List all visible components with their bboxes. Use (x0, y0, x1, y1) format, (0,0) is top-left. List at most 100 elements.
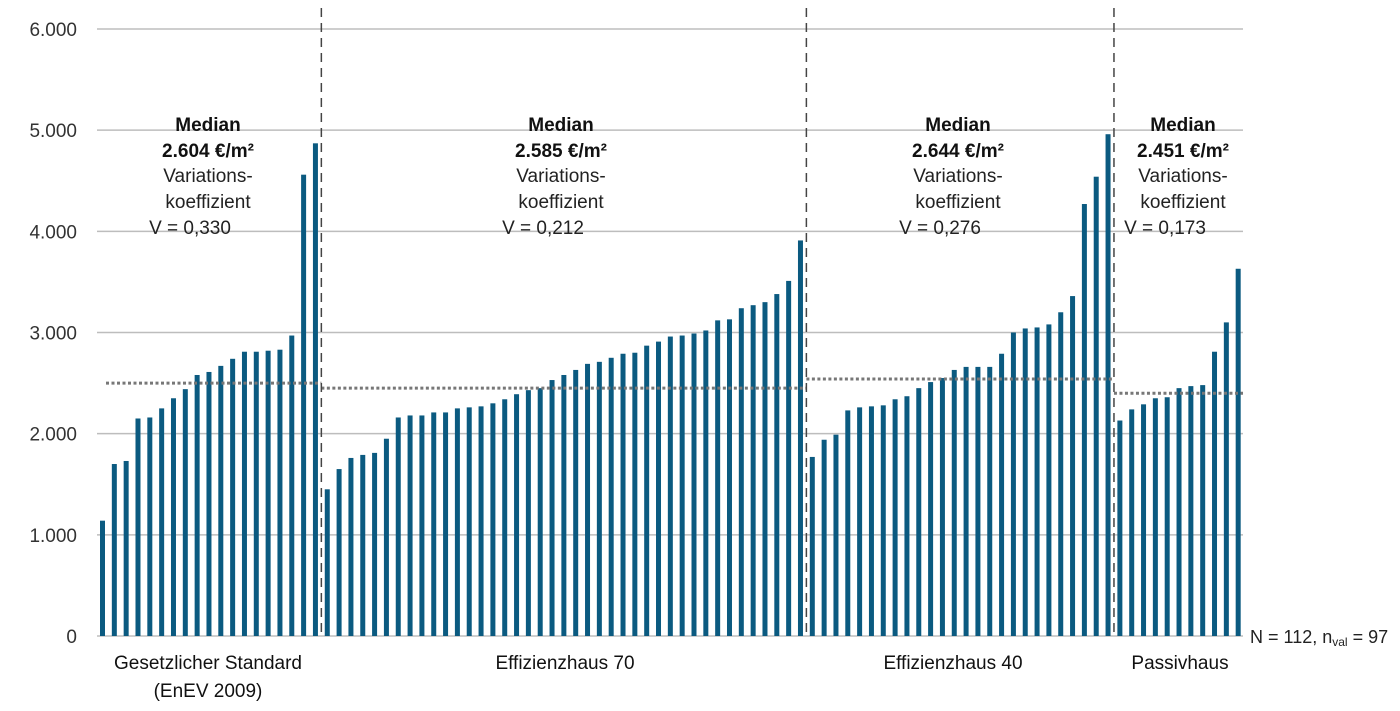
bar (1105, 134, 1111, 637)
category-label: Effizienzhaus 40 (883, 653, 1022, 674)
y-tick-label: 5.000 (29, 121, 77, 142)
bars (100, 134, 1241, 637)
bar (348, 457, 354, 636)
bar (750, 305, 756, 636)
bar (159, 408, 165, 636)
bar (170, 398, 176, 636)
variation-coefficient: V = 0,330 (149, 218, 231, 239)
bar (265, 350, 271, 636)
y-tick-label: 0 (66, 627, 77, 648)
bar (100, 520, 105, 636)
bar (147, 417, 153, 636)
bar (620, 353, 626, 636)
y-tick-label: 1.000 (29, 526, 77, 547)
bar (1081, 204, 1087, 637)
bar (490, 403, 496, 636)
category-label: Effizienzhaus 70 (495, 653, 634, 674)
bar (1200, 385, 1206, 636)
bar (987, 366, 993, 636)
bar (667, 336, 673, 636)
footnote-tail: = 97 (1348, 627, 1389, 647)
variation-coefficient: V = 0,173 (1124, 218, 1206, 239)
annotation-text: koeffizient (518, 192, 604, 213)
y-tick-label: 3.000 (29, 324, 77, 345)
category-label: Gesetzlicher Standard (114, 653, 302, 674)
bar (419, 415, 425, 636)
bar (537, 388, 543, 636)
bar (644, 345, 650, 636)
bar (1058, 312, 1064, 636)
bar (241, 351, 247, 636)
bar (585, 363, 591, 636)
bar (1070, 296, 1076, 636)
bar (360, 454, 366, 636)
category-label: (EnEV 2009) (154, 681, 263, 702)
annotations: Median 2.604 €/m² Variations-koeffizient V … (149, 115, 1229, 239)
bar (762, 302, 768, 636)
bar (715, 320, 721, 636)
bar (1235, 268, 1241, 636)
bar (514, 394, 520, 636)
bar (1034, 327, 1040, 636)
bar (939, 378, 945, 636)
bar (928, 382, 934, 636)
bar (904, 396, 910, 636)
y-tick-label: 6.000 (29, 20, 77, 41)
bar (1176, 388, 1182, 636)
bar (182, 389, 188, 636)
median-label: Median (925, 115, 990, 136)
bar (1129, 409, 1135, 636)
bar (963, 366, 969, 636)
bar (301, 174, 307, 636)
bar (738, 308, 744, 636)
bar (951, 369, 957, 636)
bar (218, 365, 224, 636)
bar (1141, 404, 1147, 636)
annotation-text: Variations- (163, 166, 252, 187)
median-value: 2.644 €/m² (912, 141, 1004, 162)
y-axis-ticks: 0 1.000 2.000 3.000 4.000 5.000 6.000 (29, 20, 77, 648)
bar (916, 388, 922, 636)
bar (1010, 332, 1016, 636)
category-label: Passivhaus (1131, 653, 1228, 674)
bar (809, 456, 815, 636)
bar (502, 399, 508, 636)
annotation-text: koeffizient (1140, 192, 1226, 213)
bar (703, 330, 709, 636)
bar (466, 407, 472, 636)
variation-coefficient: V = 0,276 (899, 218, 981, 239)
bar (383, 438, 389, 636)
y-tick-label: 2.000 (29, 425, 77, 446)
bar (123, 460, 129, 636)
bar (691, 333, 697, 636)
median-value: 2.585 €/m² (515, 141, 607, 162)
bar (395, 417, 401, 636)
bar (1164, 397, 1170, 636)
bar (1117, 420, 1123, 636)
bar (1212, 351, 1218, 636)
bar (230, 358, 236, 636)
bar (975, 366, 981, 636)
bar (324, 489, 330, 636)
bar (454, 408, 460, 636)
y-tick-label: 4.000 (29, 222, 77, 243)
bar (1022, 328, 1028, 636)
bar (1188, 386, 1194, 636)
bar (833, 434, 839, 636)
bar (135, 418, 141, 636)
bar (596, 361, 602, 636)
bar (880, 405, 886, 636)
bar (561, 374, 567, 636)
reference-lines (106, 377, 1243, 395)
bar (549, 380, 555, 636)
bar (821, 439, 827, 636)
bar (774, 294, 780, 636)
median-label: Median (1150, 115, 1215, 136)
bar (632, 352, 638, 636)
sample-size-note: N = 112, nval = 97 (1250, 627, 1388, 649)
bar (206, 371, 212, 636)
bar (1152, 398, 1158, 636)
bar (443, 412, 449, 636)
bar (797, 240, 803, 636)
